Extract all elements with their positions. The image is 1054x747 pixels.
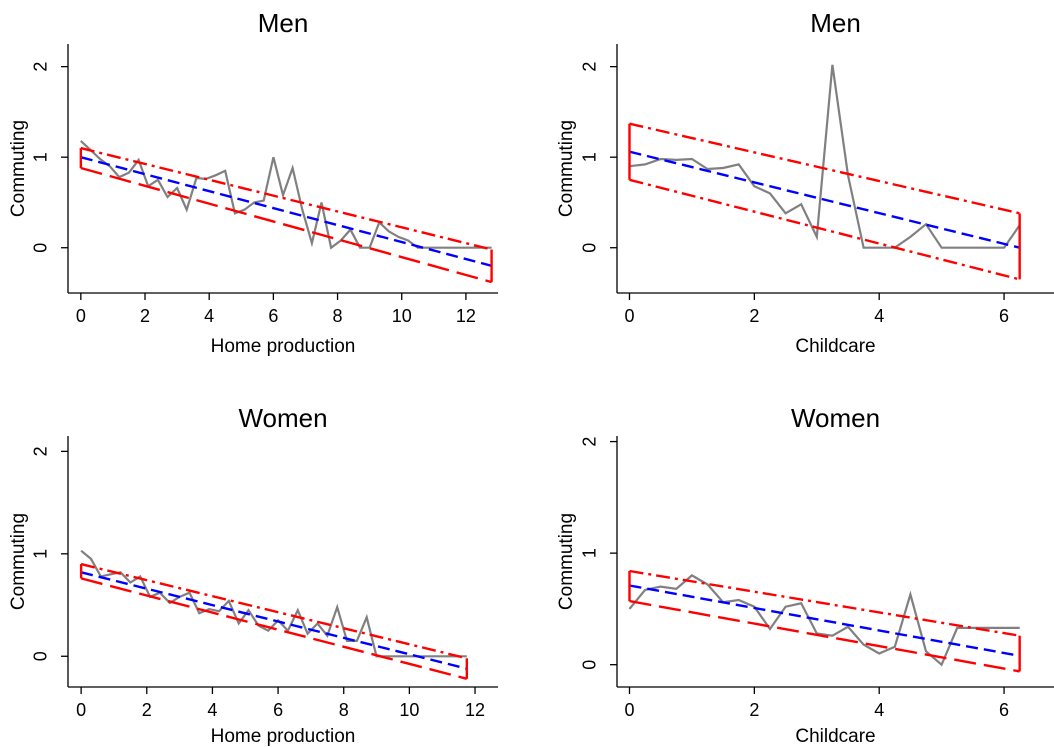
series-fit-line	[629, 150, 1020, 249]
plot-area: 0 1 2 0 2 4 6	[580, 44, 1054, 326]
series-fit-line	[80, 571, 468, 670]
y-axis-label: Commuting	[556, 513, 577, 610]
y-axis-label: Commuting	[8, 120, 29, 217]
x-tick-label: 2	[749, 306, 759, 326]
series-observed-line	[629, 64, 1021, 249]
x-axis-label: Home production	[211, 336, 356, 357]
panel-title: Men	[258, 8, 309, 38]
series-ci-upper-line	[80, 146, 492, 251]
x-axis-label: Childcare	[795, 726, 875, 747]
series-observed-line	[80, 549, 467, 658]
series-fit-line	[80, 156, 492, 267]
x-tick-label: 6	[999, 306, 1009, 326]
x-tick-label: 6	[268, 306, 278, 326]
series-ci-upper-line	[629, 122, 1020, 215]
x-tick-label: 10	[399, 700, 419, 720]
plot-area: 0 1 2 0 2 4 6	[580, 436, 1054, 720]
x-tick-label: 2	[142, 700, 152, 720]
y-tick-label: 1	[580, 548, 600, 558]
y-tick-label: 2	[31, 62, 51, 72]
y-tick-label: 0	[580, 660, 600, 670]
x-tick-label: 10	[392, 306, 412, 326]
x-tick-label: 8	[333, 306, 343, 326]
x-tick-label: 0	[624, 700, 634, 720]
x-tick-label: 4	[207, 700, 217, 720]
x-tick-label: 8	[339, 700, 349, 720]
x-axis-label: Home production	[211, 726, 356, 747]
x-tick-label: 12	[465, 700, 485, 720]
panel-men-childcare: Men Commuting Childcare 0 1 2 0 2 4 6	[556, 8, 1054, 357]
y-tick-label: 2	[580, 437, 600, 447]
series-fit-line	[629, 584, 1020, 657]
x-tick-label: 0	[76, 306, 86, 326]
x-axis-label: Childcare	[795, 336, 875, 357]
x-tick-label: 6	[999, 700, 1009, 720]
series-ci-lower-line	[80, 577, 468, 680]
x-tick-label: 4	[204, 306, 214, 326]
y-axis-label: Commuting	[556, 120, 577, 217]
x-tick-label: 2	[749, 700, 759, 720]
panel-title: Women	[791, 403, 880, 433]
y-tick-label: 2	[31, 446, 51, 456]
x-tick-label: 0	[76, 700, 86, 720]
panel-women-childcare: Women Commuting Childcare 0 1 2 0 2 4 6	[556, 403, 1054, 747]
series-observed-line	[628, 574, 1020, 667]
panel-title: Women	[238, 403, 327, 433]
x-tick-label: 4	[874, 700, 884, 720]
y-tick-label: 2	[580, 62, 600, 72]
series-ci-lower-line	[629, 599, 1020, 673]
series-observed-line	[80, 140, 492, 250]
series-ci-lower-line	[80, 166, 492, 284]
series-ci-upper-line	[629, 569, 1020, 637]
y-tick-label: 0	[31, 243, 51, 253]
y-tick-label: 0	[31, 651, 51, 661]
x-tick-label: 6	[273, 700, 283, 720]
series-ci-upper-line	[80, 562, 468, 660]
x-tick-label: 2	[140, 306, 150, 326]
y-axis-label: Commuting	[8, 513, 29, 610]
x-tick-label: 0	[624, 306, 634, 326]
y-tick-label: 1	[31, 549, 51, 559]
panel-title: Men	[810, 8, 861, 38]
y-tick-label: 1	[31, 152, 51, 162]
series-ci-lower-line	[629, 178, 1020, 281]
x-tick-label: 12	[456, 306, 476, 326]
x-tick-label: 4	[874, 306, 884, 326]
y-tick-label: 0	[580, 243, 600, 253]
y-tick-label: 1	[580, 152, 600, 162]
